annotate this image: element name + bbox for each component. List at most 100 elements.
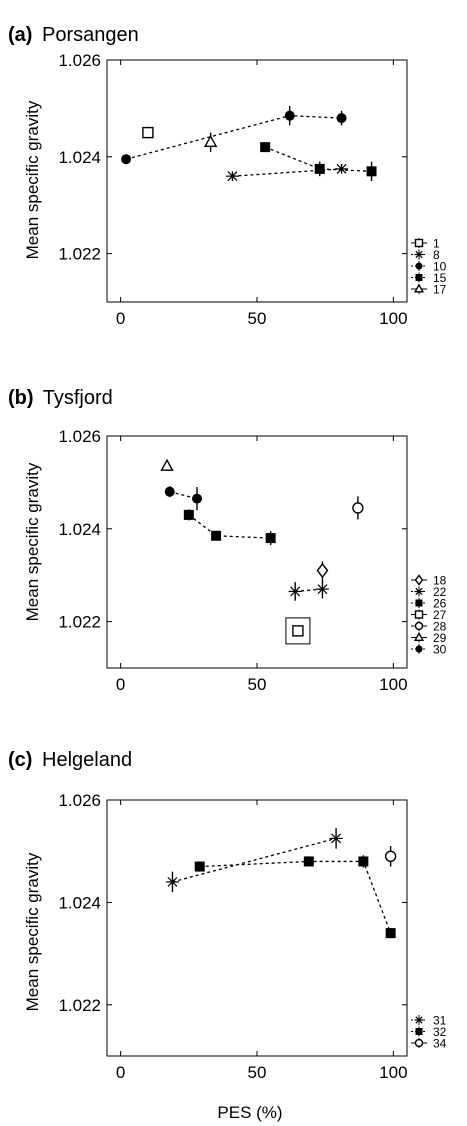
panel-b-series-22-point-0-stroke-d2 bbox=[290, 586, 301, 597]
panel-c-legend-item-32: 32 bbox=[411, 1025, 447, 1039]
panel-b-annotation-box-0 bbox=[285, 617, 311, 645]
panel-b-legend-marker-22 bbox=[414, 587, 424, 596]
panel-b-legend-item-27: 27 bbox=[411, 608, 447, 622]
panel-b-legend-label-29: 29 bbox=[433, 631, 447, 645]
panel-b-series-26-point-1-shape bbox=[211, 530, 222, 541]
panel-a-legend-marker-15-shape bbox=[415, 274, 423, 281]
panel-b-ytick-label-1: 1.024 bbox=[58, 520, 101, 539]
panel-c-series-31-line bbox=[172, 837, 337, 883]
panel-a-legend-marker-15 bbox=[415, 274, 423, 281]
panel-c-series-31-point-0-stroke-d2 bbox=[167, 876, 178, 887]
panel-a-series-15-point-2 bbox=[366, 166, 377, 177]
panel-b-legend-marker-29 bbox=[413, 631, 425, 641]
panel-b-legend-marker-18 bbox=[414, 574, 424, 586]
panel-b-legend-label-26: 26 bbox=[433, 597, 447, 611]
panel-c-series-32-line bbox=[199, 860, 392, 934]
panel-c-legend-label-32: 32 bbox=[433, 1025, 447, 1039]
panel-c-series-32-point-1-shape bbox=[303, 856, 314, 867]
panel-c-series-31-point-1 bbox=[329, 833, 343, 844]
panel-b-ytick-label-2: 1.026 bbox=[58, 427, 101, 446]
panel-b-title: Tysfjord bbox=[43, 387, 113, 409]
panel-a-series-8-line bbox=[232, 168, 342, 177]
panel-c-heading: (c) Helgeland bbox=[8, 749, 132, 771]
panel-b-series-29-point-0 bbox=[160, 458, 174, 471]
panel-b-series-30-line bbox=[169, 491, 198, 500]
panel-b-legend-label-28: 28 bbox=[433, 620, 447, 634]
panel-c-legend-marker-34 bbox=[414, 1038, 424, 1048]
panel-c-legend-marker-34-shape bbox=[414, 1038, 424, 1048]
panel-b-series-22 bbox=[288, 579, 329, 601]
panel-b-legend-item-18: 18 bbox=[411, 574, 447, 588]
panel-a-series-15-line bbox=[264, 146, 372, 172]
panel-a-series-1 bbox=[142, 126, 154, 139]
panel-b-legend-label-22: 22 bbox=[433, 585, 447, 599]
panel-a-series-8 bbox=[225, 163, 349, 182]
panel-a-series-1-point-0 bbox=[142, 126, 154, 139]
panel-a-ytick-label-1: 1.024 bbox=[58, 148, 101, 167]
panel-b-series-22-point-1-stroke-d2 bbox=[317, 584, 328, 595]
panel-b-series-18-point-0-shape bbox=[316, 562, 329, 579]
panel-c-series-32-point-0 bbox=[194, 861, 205, 872]
panel-b-series-27 bbox=[292, 625, 304, 637]
panel-b-series-27-point-0-shape bbox=[292, 625, 304, 637]
panel-b-series-30 bbox=[164, 486, 202, 511]
panel-b-legend-item-28: 28 bbox=[411, 620, 447, 634]
panel-a-legend-item-10: 10 bbox=[411, 260, 447, 274]
panel-a-legend-marker-10 bbox=[415, 262, 423, 270]
panel-a-series-1-point-0-shape bbox=[142, 126, 154, 139]
panel-a-series-15-point-1 bbox=[314, 163, 325, 174]
panel-b-legend-marker-22-stroke-d2 bbox=[415, 587, 423, 596]
panel-a-legend-label-17: 17 bbox=[433, 283, 447, 297]
panel-b-legend-label-18: 18 bbox=[433, 574, 447, 588]
panel-c-legend-marker-32 bbox=[415, 1028, 423, 1035]
panel-c-legend-item-34: 34 bbox=[411, 1037, 447, 1051]
panel-b-series-18 bbox=[316, 561, 329, 580]
panel-c-legend-marker-32-shape bbox=[415, 1028, 423, 1035]
panel-b-axes-frame bbox=[106, 435, 408, 669]
panel-a-series-8-point-1 bbox=[335, 163, 349, 174]
panel-b-xtick-label-1: 50 bbox=[248, 675, 267, 694]
panel-c-series-32 bbox=[194, 855, 396, 939]
panel-a-series-15-point-0 bbox=[260, 142, 271, 153]
panel-b-xtick-label-0: 0 bbox=[116, 675, 125, 694]
panel-a-legend-label-1: 1 bbox=[433, 237, 440, 251]
panel-b-heading: (b) Tysfjord bbox=[8, 387, 113, 409]
panel-a-series-10-point-2 bbox=[336, 113, 347, 124]
panel-b-legend-marker-27-shape bbox=[414, 610, 424, 619]
panel-a-series-10 bbox=[121, 105, 347, 165]
panel-c-xtick-label-2: 100 bbox=[379, 1063, 407, 1082]
panel-b-series-28-point-0-shape bbox=[352, 502, 364, 514]
panel-a-series-15-point-2-shape bbox=[366, 166, 377, 177]
panel-a-ytick-label-0: 1.022 bbox=[58, 245, 101, 264]
panel-b: (b) Tysfjord Mean specific gravity 0 50 10… bbox=[8, 387, 447, 694]
panel-c-series-31-point-0 bbox=[165, 876, 179, 887]
panel-c-series-32-point-1 bbox=[303, 856, 314, 867]
panel-b-series-27-point-0 bbox=[292, 625, 304, 637]
panel-c-xlabel: PES (%) bbox=[217, 1103, 282, 1122]
panel-b-legend-label-30: 30 bbox=[433, 643, 447, 657]
panel-b-series-26-point-1 bbox=[211, 530, 222, 541]
panel-b-series-22-point-0 bbox=[288, 586, 302, 597]
panel-a-legend-marker-17 bbox=[413, 283, 425, 293]
panel-b-series-30-point-1 bbox=[192, 493, 202, 504]
panel-a-series-8-point-1-stroke-d2 bbox=[336, 163, 347, 174]
panel-c-series-31-point-1-stroke-d2 bbox=[331, 833, 342, 844]
panel-a-series-10-line bbox=[125, 115, 342, 160]
panel-a-series-15-point-1-shape bbox=[314, 163, 325, 174]
panel-a-letter: (a) bbox=[8, 24, 32, 46]
panel-b-legend-marker-26-shape bbox=[415, 599, 423, 607]
panel-c-legend-marker-31 bbox=[414, 1016, 424, 1024]
panel-b-series-18-point-0 bbox=[316, 562, 329, 579]
panel-a-xtick-label-0: 0 bbox=[116, 309, 125, 328]
panel-b-legend-marker-30 bbox=[415, 645, 423, 653]
panel-b-legend-marker-27 bbox=[414, 610, 424, 619]
panel-b-ytick-label-0: 1.022 bbox=[58, 613, 101, 632]
panel-b-legend-marker-30-shape bbox=[415, 645, 423, 653]
panel-a-series-8-point-0 bbox=[225, 171, 239, 182]
panel-c-series-32-point-3 bbox=[385, 928, 396, 939]
panel-b-series-22-point-1 bbox=[315, 584, 329, 595]
